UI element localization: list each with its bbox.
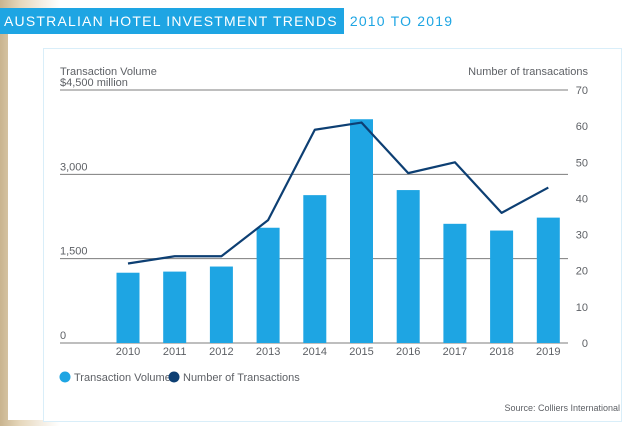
left-axis-label: Transaction Volume: [60, 66, 157, 78]
legend-volume-marker: [59, 371, 71, 383]
right-axis-ticks: 0 10 20 30 40 50 60 70: [576, 85, 588, 350]
right-tick-label: 0: [582, 338, 588, 350]
left-tick-label: 1,500: [60, 246, 88, 258]
x-tick-label: 2016: [396, 346, 420, 358]
left-axis-ticks: 0 1,500 3,000 $4,500 million: [60, 77, 128, 342]
x-tick-label: 2014: [303, 346, 327, 358]
chart-frame: [43, 48, 622, 422]
volume-bars: [116, 119, 560, 343]
volume-bar: [443, 223, 467, 343]
transactions-series-line: [127, 121, 549, 265]
right-tick-label: 10: [576, 302, 588, 314]
chart-subtitle: 2010 TO 2019: [349, 13, 454, 29]
volume-bar: [163, 271, 187, 343]
x-tick-label: 2013: [256, 346, 280, 358]
x-tick-label: 2019: [536, 346, 560, 358]
volume-bar: [256, 227, 280, 343]
x-tick-label: 2017: [443, 346, 467, 358]
gridlines: [60, 89, 568, 344]
right-tick-label: 70: [576, 85, 588, 97]
right-tick-label: 60: [576, 121, 588, 133]
x-tick-label: 2011: [163, 346, 187, 358]
source-note: Source: Colliers International: [504, 403, 620, 413]
volume-bar: [536, 217, 560, 343]
x-tick-label: 2010: [116, 346, 140, 358]
volume-bar: [490, 230, 514, 343]
legend-transactions-label: Number of Transactions: [183, 372, 300, 384]
title-bar: AUSTRALIAN HOTEL INVESTMENT TRENDS 2010 …: [0, 8, 453, 34]
volume-bar: [116, 272, 140, 343]
x-axis-ticks: 2010 2011 2012 2013 2014 2015 2016 2017 2018 2019: [116, 346, 561, 358]
right-tick-label: 40: [576, 193, 588, 205]
left-tick-label: 3,000: [60, 161, 88, 173]
left-tick-label: $4,500 million: [60, 77, 128, 89]
x-tick-label: 2018: [489, 346, 513, 358]
volume-bar: [350, 119, 373, 343]
volume-bar: [396, 190, 420, 343]
x-tick-label: 2015: [349, 346, 373, 358]
volume-bar: [209, 266, 233, 343]
right-axis-label: Number of transacations: [468, 66, 588, 78]
right-tick-label: 50: [576, 157, 588, 169]
legend-volume-label: Transaction Volume: [74, 372, 171, 384]
right-tick-label: 30: [576, 230, 588, 242]
volume-bar: [303, 195, 327, 343]
chart-title: AUSTRALIAN HOTEL INVESTMENT TRENDS: [0, 8, 344, 34]
x-tick-label: 2012: [209, 346, 233, 358]
right-tick-label: 20: [576, 266, 588, 278]
legend-transactions-marker: [168, 371, 180, 383]
transactions-line: [127, 121, 549, 265]
left-tick-label: 0: [60, 330, 66, 342]
